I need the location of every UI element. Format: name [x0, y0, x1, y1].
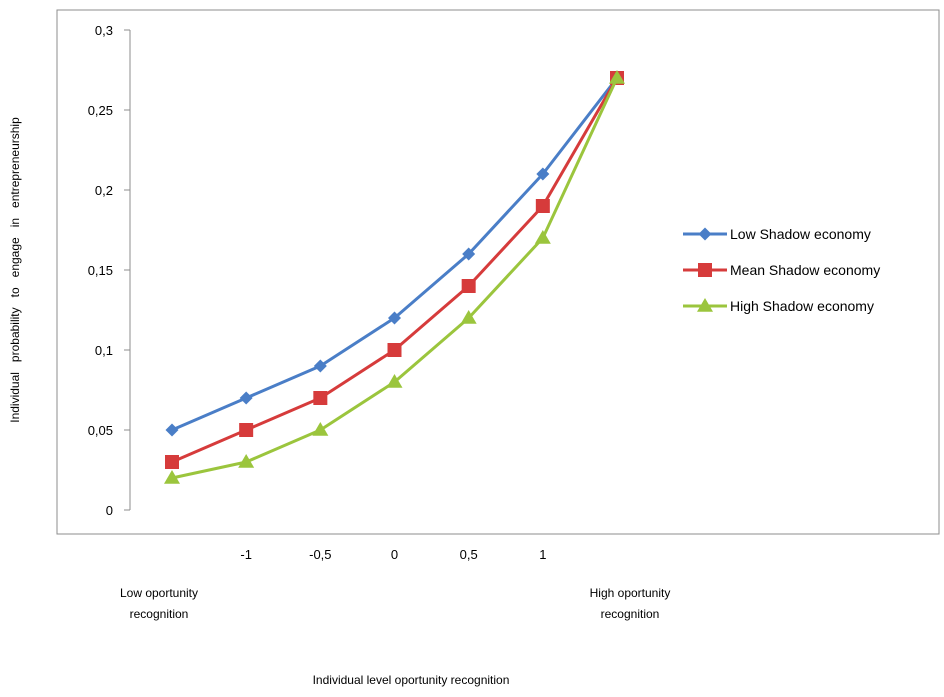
legend-swatch-marker: [697, 298, 713, 312]
data-point: [165, 423, 179, 437]
data-point: [165, 455, 179, 469]
y-tick-label: 0,3: [95, 23, 113, 38]
legend-swatch-marker: [698, 263, 712, 277]
legend-item-2: Mean Shadow economy: [683, 262, 880, 278]
y-tick-label: 0,1: [95, 343, 113, 358]
legend: Low Shadow economy Mean Shadow economy Hig…: [683, 226, 880, 314]
data-point: [313, 359, 327, 373]
x-annotation-high-line1: High oportunity: [590, 586, 671, 600]
data-point: [535, 199, 550, 213]
x-axis-title: Individual level oportunity recognition: [313, 673, 510, 687]
data-point: [386, 374, 403, 388]
y-axis-ticks: 0 0,05 0,1 0,15 0,2 0,25 0,3: [88, 23, 130, 518]
data-point: [239, 391, 253, 405]
data-point: [460, 310, 477, 324]
series-line: [171, 77, 619, 464]
x-annotation-high-line2: recognition: [601, 607, 660, 621]
y-tick-label: 0: [106, 503, 113, 518]
data-point: [313, 391, 328, 405]
series-3: [164, 70, 625, 484]
y-axis-title: Individual probability to engage in entr…: [8, 117, 22, 423]
y-tick-label: 0,15: [88, 263, 113, 278]
data-point: [536, 167, 550, 181]
y-tick-label: 0,25: [88, 103, 113, 118]
plot-frame: [56, 9, 940, 535]
series-2: [165, 71, 624, 469]
legend-label: Mean Shadow economy: [730, 262, 880, 278]
legend-swatch-marker: [698, 227, 712, 241]
data-point: [388, 311, 401, 325]
series-line: [171, 77, 619, 480]
legend-label: High Shadow economy: [730, 298, 874, 314]
x-annotation-low-line2: recognition: [130, 607, 189, 621]
data-point: [461, 279, 476, 293]
data-point: [239, 423, 254, 437]
x-tick-label: 0: [391, 547, 398, 562]
legend-item-1: Low Shadow economy: [683, 226, 871, 242]
data-point: [238, 454, 255, 468]
data-point: [164, 470, 180, 484]
x-tick-label: 0,5: [460, 547, 478, 562]
y-tick-label: 0,05: [88, 423, 113, 438]
legend-label: Low Shadow economy: [730, 226, 871, 242]
data-point: [462, 247, 476, 261]
x-tick-label: -1: [240, 547, 252, 562]
data-point: [534, 230, 551, 244]
x-axis-ticks: -1 -0,5 0 0,5 1: [240, 547, 546, 562]
series-layer: [164, 70, 625, 484]
data-point: [609, 70, 625, 84]
data-point: [312, 422, 329, 436]
x-tick-label: -0,5: [309, 547, 331, 562]
y-tick-label: 0,2: [95, 183, 113, 198]
legend-item-3: High Shadow economy: [683, 298, 874, 314]
data-point: [387, 343, 402, 357]
x-annotation-low-line1: Low oportunity: [120, 586, 198, 600]
x-tick-label: 1: [539, 547, 546, 562]
